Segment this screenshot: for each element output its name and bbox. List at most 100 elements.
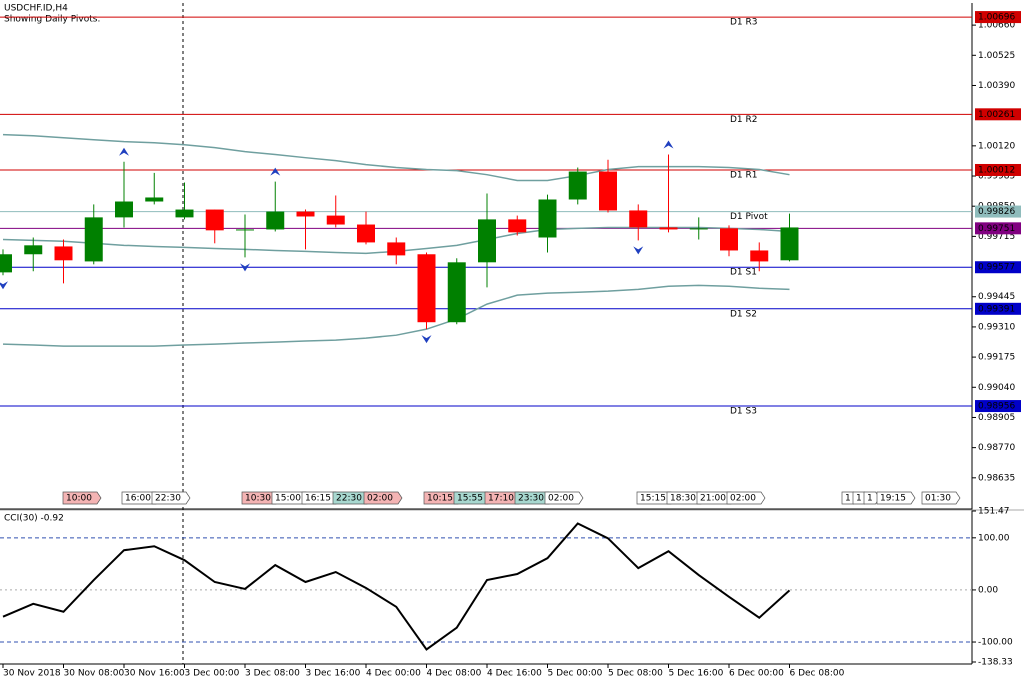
candle-body	[689, 228, 708, 230]
pivot-name: D1 S3	[730, 407, 757, 417]
price-box-label: 0.98956	[978, 402, 1015, 412]
x-tick-label: 6 Dec 00:00	[729, 669, 784, 679]
candle-body	[659, 227, 678, 230]
y-tick-label: 0.98635	[978, 473, 1015, 483]
y-tick-label: 1.00525	[978, 51, 1015, 61]
fractal-up	[119, 147, 129, 156]
time-marker-label: 18:30	[670, 494, 696, 504]
candle-body	[629, 210, 648, 228]
price-box-label: 1.00012	[978, 165, 1015, 175]
time-marker-box	[876, 491, 916, 505]
x-tick-label: 4 Dec 00:00	[366, 669, 421, 679]
time-marker-label: 15:00	[275, 494, 301, 504]
price-box	[975, 261, 1021, 274]
candle-body	[24, 245, 43, 255]
fractal-down	[421, 335, 432, 344]
candle-body	[54, 246, 73, 261]
time-marker-label: 16:00	[125, 494, 151, 504]
time-marker-label: 1	[867, 494, 873, 504]
chart-title: USDCHF.ID,H4	[4, 4, 68, 14]
candle-body	[750, 250, 769, 262]
time-marker-label: 17:10	[488, 494, 514, 504]
x-tick-label: 6 Dec 08:00	[790, 669, 845, 679]
candle-body	[175, 209, 194, 218]
y-tick-label: 0.99310	[978, 322, 1015, 332]
time-marker-label: 22:30	[155, 494, 181, 504]
x-tick-label: 30 Nov 2018	[3, 669, 61, 679]
time-marker-label: 15:15	[640, 494, 666, 504]
price-box	[975, 222, 1021, 235]
pivot-name: D1 Pivot	[730, 212, 768, 222]
price-box-label: 0.99391	[978, 304, 1015, 314]
time-marker-label: 10:00	[66, 494, 92, 504]
price-box-label: 0.99826	[978, 207, 1015, 217]
x-tick-label: 5 Dec 16:00	[669, 669, 724, 679]
price-box	[975, 11, 1021, 24]
time-marker-label: 1	[856, 494, 862, 504]
time-marker-label: 02:00	[367, 494, 393, 504]
time-marker-box	[151, 491, 191, 505]
time-marker-label: 10:15	[427, 494, 453, 504]
y-tick-label: 0.99040	[978, 383, 1015, 393]
chart-subtitle: Showing Daily Pivots.	[4, 15, 100, 25]
candle-body	[326, 215, 345, 225]
time-marker-box	[726, 491, 766, 505]
time-marker-label: 21:00	[700, 494, 726, 504]
candle-body	[296, 211, 315, 217]
fractal-down	[240, 263, 250, 272]
y-tick-label: 0.99445	[978, 292, 1015, 302]
candle-body	[478, 219, 496, 263]
price-box	[975, 205, 1021, 218]
price-box	[975, 163, 1021, 176]
candle-body	[780, 227, 799, 261]
x-tick-label: 30 Nov 16:00	[124, 669, 185, 679]
time-marker-label: 15:55	[457, 494, 483, 504]
y-tick-label: 1.00390	[978, 81, 1015, 91]
y-tick-label: 0.98770	[978, 443, 1015, 453]
x-tick-label: 30 Nov 08:00	[64, 669, 125, 679]
envelope-line	[2, 133, 790, 182]
envelope-line	[2, 284, 790, 347]
x-tick-label: 5 Dec 00:00	[548, 669, 603, 679]
y-tick-label: 0.00	[978, 585, 998, 595]
candle-body	[599, 171, 617, 211]
price-box-label: 1.00696	[978, 13, 1015, 23]
time-marker-label: 02:00	[730, 494, 756, 504]
candle-body	[236, 229, 254, 231]
time-marker-box	[921, 491, 961, 505]
price-box-label: 0.99577	[978, 263, 1015, 273]
time-marker-label: 23:30	[518, 494, 544, 504]
y-tick-label: -138.33	[978, 658, 1013, 668]
time-marker-box	[62, 491, 102, 505]
candle-body	[357, 224, 375, 243]
x-tick-label: 4 Dec 16:00	[487, 669, 542, 679]
fractal-down	[0, 281, 8, 290]
price-box-label: 1.00261	[978, 110, 1015, 120]
time-marker-label: 1	[845, 494, 851, 504]
candle-body	[417, 254, 436, 323]
time-marker-label: 10:30	[245, 494, 271, 504]
pivot-name: D1 S1	[730, 268, 757, 278]
time-marker-label: 02:00	[548, 494, 574, 504]
time-marker-box	[544, 491, 584, 505]
x-tick-label: 5 Dec 08:00	[608, 669, 663, 679]
y-tick-label: 0.98905	[978, 413, 1015, 423]
candle-body	[387, 242, 406, 256]
candle-body	[115, 201, 133, 218]
y-tick-label: 1.00120	[978, 141, 1015, 151]
x-tick-label: 3 Dec 00:00	[185, 669, 240, 679]
price-box	[975, 302, 1021, 315]
fractal-down	[633, 246, 644, 255]
pivot-name: D1 S2	[730, 309, 757, 319]
time-marker-label: 16:15	[305, 494, 331, 504]
time-marker-box	[363, 491, 403, 505]
y-tick-label: 0.99715	[978, 232, 1015, 242]
price-box	[975, 108, 1021, 121]
x-tick-label: 4 Dec 08:00	[427, 669, 482, 679]
pivot-name: D1 R2	[730, 115, 758, 125]
x-tick-label: 3 Dec 16:00	[306, 669, 361, 679]
pivot-name: D1 R1	[730, 170, 758, 180]
candle-body	[538, 199, 557, 238]
y-tick-label: 1.00660	[978, 21, 1015, 31]
